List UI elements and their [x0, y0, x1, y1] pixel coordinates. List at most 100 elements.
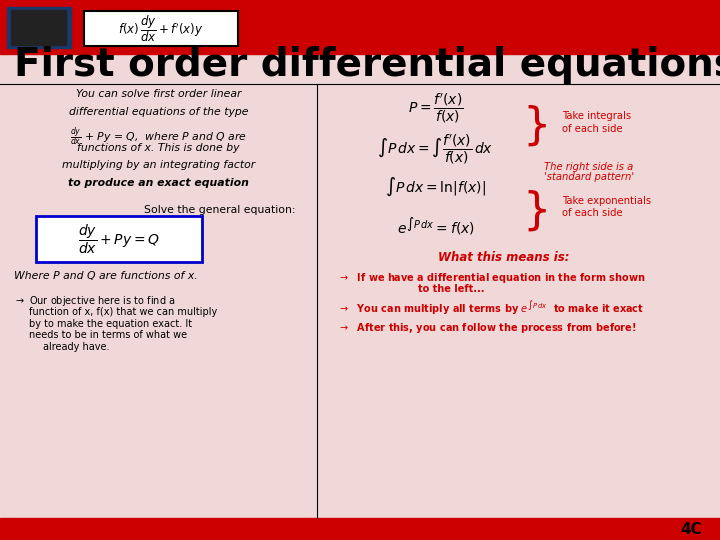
Bar [7, 7, 71, 48]
Bar [0, 4, 720, 5]
Text: $\rightarrow$  After this, you can follow the process from before!: $\rightarrow$ After this, you can follow… [338, 321, 637, 335]
FancyBboxPatch shape [36, 216, 202, 262]
Text: differential equations of the type: differential equations of the type [68, 107, 248, 117]
Bar [0, 29, 720, 30]
Bar [0, 37, 720, 38]
Bar [0, 6, 720, 7]
Text: $\rightarrow$ Our objective here is to find a: $\rightarrow$ Our objective here is to f… [14, 294, 176, 308]
Bar [0, 17, 720, 18]
Bar [0, 35, 720, 36]
Text: 4C: 4C [680, 522, 702, 537]
Bar [0, 48, 720, 49]
Bar [0, 25, 720, 26]
Text: $\int P\,dx = \int \dfrac{f'(x)}{f(x)}\,dx$: $\int P\,dx = \int \dfrac{f'(x)}{f(x)}\,… [377, 132, 494, 166]
Bar [0, 46, 720, 47]
Bar [0, 47, 720, 48]
Text: function of x, f(x) that we can multiply: function of x, f(x) that we can multiply [29, 307, 217, 317]
Bar [0, 44, 720, 45]
Bar [0, 10, 720, 11]
Bar [0, 56, 720, 57]
Text: 'standard pattern': 'standard pattern' [544, 172, 634, 182]
Bar [0, 41, 720, 42]
Bar [0, 30, 720, 31]
Bar [0, 40, 720, 41]
Text: functions of x. This is done by: functions of x. This is done by [77, 143, 240, 153]
Bar [0, 32, 720, 33]
Bar [0, 5, 720, 6]
Text: to produce an exact equation: to produce an exact equation [68, 178, 249, 188]
Text: $\rightarrow$  You can multiply all terms by $e^{\int P\,dx}$  to make it exact: $\rightarrow$ You can multiply all terms… [338, 300, 644, 318]
Text: The right side is a: The right side is a [544, 163, 633, 172]
Bar [0, 33, 720, 34]
Bar [0, 57, 720, 58]
Text: to the left...: to the left... [418, 284, 484, 294]
Bar [0, 20, 720, 21]
Bar [0, 43, 720, 44]
Text: already have.: already have. [43, 342, 109, 353]
Text: $\frac{dy}{dx}$ + Py = Q,  where P and Q are: $\frac{dy}{dx}$ + Py = Q, where P and Q … [70, 125, 247, 147]
Bar [0, 24, 720, 25]
Text: multiplying by an integrating factor: multiplying by an integrating factor [62, 160, 255, 171]
Bar [0, 61, 720, 62]
FancyBboxPatch shape [84, 11, 238, 46]
Bar [0, 52, 720, 53]
Text: First order differential equations: First order differential equations [14, 46, 720, 84]
Bar [0, 21, 720, 22]
Bar [0, 31, 720, 32]
Text: by to make the equation exact. It: by to make the equation exact. It [29, 319, 192, 329]
Bar [0, 15, 720, 16]
Bar [0, 60, 720, 61]
Text: Take exponentials: Take exponentials [562, 195, 651, 206]
Bar [0, 518, 720, 540]
Bar [0, 34, 720, 35]
Text: $f(x)\,\dfrac{dy}{dx} + f'(x)y$: $f(x)\,\dfrac{dy}{dx} + f'(x)y$ [118, 14, 203, 44]
Bar [0, 2, 720, 3]
Bar [11, 10, 66, 45]
Bar [0, 9, 720, 10]
Bar [0, 14, 720, 15]
Text: $e^{\int P\,dx} = f(x)$: $e^{\int P\,dx} = f(x)$ [397, 216, 474, 238]
Bar [0, 0, 720, 1]
Bar [0, 13, 720, 14]
Bar [0, 3, 720, 4]
Bar [0, 1, 720, 2]
Bar [0, 39, 720, 40]
Text: Take integrals: Take integrals [562, 111, 631, 122]
Bar [0, 11, 720, 12]
Bar [0, 26, 720, 28]
Text: of each side: of each side [562, 208, 622, 218]
Text: of each side: of each side [562, 124, 622, 134]
Bar [0, 50, 720, 51]
Bar [0, 45, 720, 46]
Text: You can solve first order linear: You can solve first order linear [76, 89, 241, 99]
Text: $\int P\,dx = \ln|f(x)|$: $\int P\,dx = \ln|f(x)|$ [385, 176, 486, 198]
Bar [0, 12, 720, 13]
Text: $\}$: $\}$ [522, 104, 546, 148]
Text: What this means is:: What this means is: [438, 251, 570, 264]
Text: $\dfrac{dy}{dx} + Py = Q$: $\dfrac{dy}{dx} + Py = Q$ [78, 222, 160, 255]
Bar [0, 55, 720, 56]
Bar [0, 0, 720, 54]
Text: $P = \dfrac{f'(x)}{f(x)}$: $P = \dfrac{f'(x)}{f(x)}$ [408, 92, 464, 125]
Bar [0, 59, 720, 60]
Text: Where P and Q are functions of x.: Where P and Q are functions of x. [14, 271, 198, 281]
Bar [0, 28, 720, 29]
Bar [0, 7, 720, 8]
Text: Solve the general equation:: Solve the general equation: [144, 205, 295, 215]
Bar [0, 22, 720, 23]
Text: $\rightarrow$  If we have a differential equation in the form shown: $\rightarrow$ If we have a differential … [338, 271, 646, 285]
Bar [0, 8, 720, 9]
Bar [0, 54, 720, 55]
Bar [0, 49, 720, 50]
Bar [0, 38, 720, 39]
Text: needs to be in terms of what we: needs to be in terms of what we [29, 330, 187, 341]
Bar [0, 36, 720, 37]
Bar [0, 16, 720, 17]
Bar [0, 51, 720, 52]
Bar [0, 53, 720, 54]
Bar [0, 58, 720, 59]
Bar [0, 23, 720, 24]
Bar [0, 18, 720, 19]
Bar [0, 19, 720, 20]
Text: $\}$: $\}$ [522, 188, 546, 233]
